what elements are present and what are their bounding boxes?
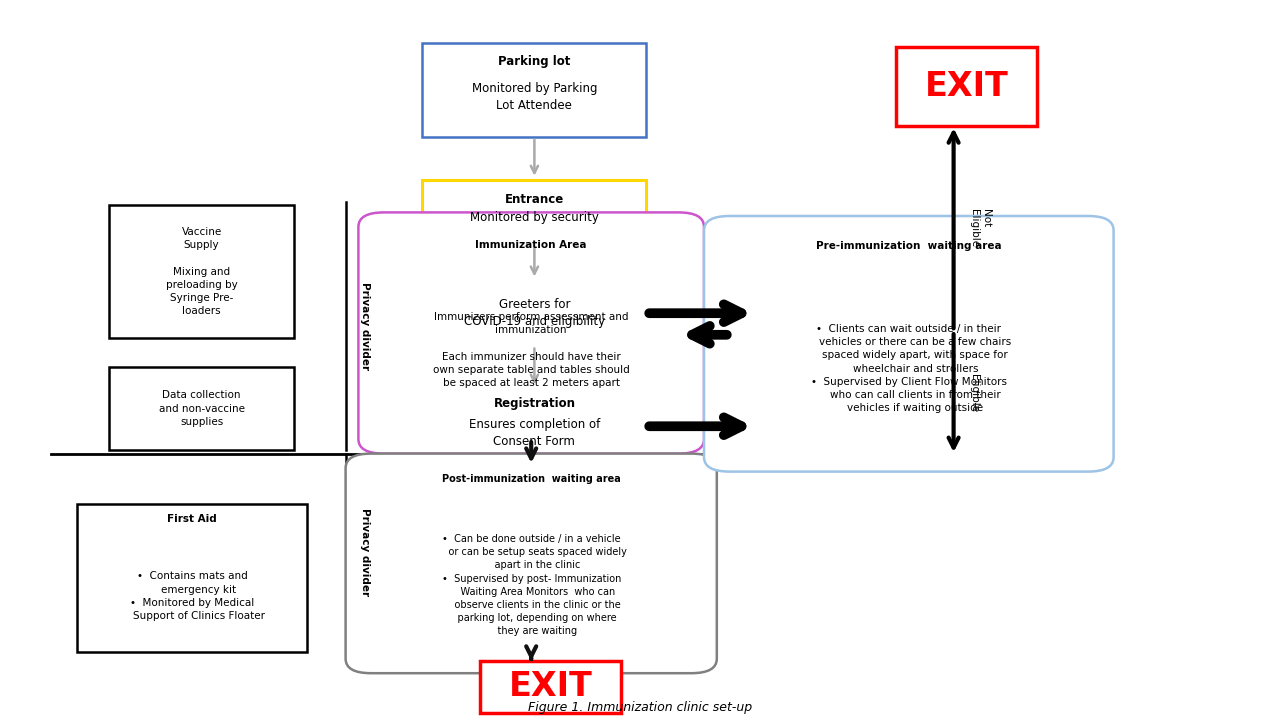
Text: Post-immunization  waiting area: Post-immunization waiting area [442,474,621,485]
Text: Registration: Registration [493,397,576,410]
FancyBboxPatch shape [422,281,646,346]
FancyBboxPatch shape [422,180,646,245]
Text: •  Clients can wait outside / in their
    vehicles or there can be a few chairs: • Clients can wait outside / in their ve… [806,311,1011,413]
Text: Privacy divider: Privacy divider [360,282,370,370]
Text: •  Can be done outside / in a vehicle
    or can be setup seats spaced widely
  : • Can be done outside / in a vehicle or … [435,521,627,636]
Text: Monitored by security: Monitored by security [470,211,599,224]
Text: Immunization Area: Immunization Area [475,240,588,250]
Text: Data collection
and non-vaccine
supplies: Data collection and non-vaccine supplies [159,390,244,427]
FancyBboxPatch shape [109,205,294,338]
Text: EXIT: EXIT [508,670,593,703]
FancyBboxPatch shape [422,389,646,464]
Text: Monitored by Parking
Lot Attendee: Monitored by Parking Lot Attendee [471,83,598,112]
Text: First Aid: First Aid [168,514,216,523]
FancyBboxPatch shape [422,43,646,137]
Text: Privacy divider: Privacy divider [360,508,370,596]
FancyBboxPatch shape [109,367,294,450]
FancyBboxPatch shape [358,212,704,454]
FancyBboxPatch shape [480,661,621,713]
Text: Greeters for
COVID-19 and eligibility: Greeters for COVID-19 and eligibility [463,298,605,328]
Text: Figure 1. Immunization clinic set-up: Figure 1. Immunization clinic set-up [527,701,753,714]
Text: EXIT: EXIT [924,70,1009,103]
FancyBboxPatch shape [896,47,1037,126]
Text: Not
Eligible: Not Eligible [969,210,991,247]
Text: Parking lot: Parking lot [498,55,571,68]
Text: Ensures completion of
Consent Form: Ensures completion of Consent Form [468,418,600,448]
Text: Immunizers perform assessment and
immunization

Each immunizer should have their: Immunizers perform assessment and immuni… [433,312,630,388]
Text: •  Contains mats and
    emergency kit
•  Monitored by Medical
    Support of Cl: • Contains mats and emergency kit • Moni… [119,558,265,621]
Text: Eligible: Eligible [969,374,979,412]
FancyBboxPatch shape [704,216,1114,472]
FancyBboxPatch shape [77,504,307,652]
Text: Pre-immunization  waiting area: Pre-immunization waiting area [815,240,1002,251]
FancyBboxPatch shape [346,454,717,673]
Text: Entrance: Entrance [504,193,564,206]
Text: Vaccine
Supply

Mixing and
preloading by
Syringe Pre-
loaders: Vaccine Supply Mixing and preloading by … [165,228,238,316]
